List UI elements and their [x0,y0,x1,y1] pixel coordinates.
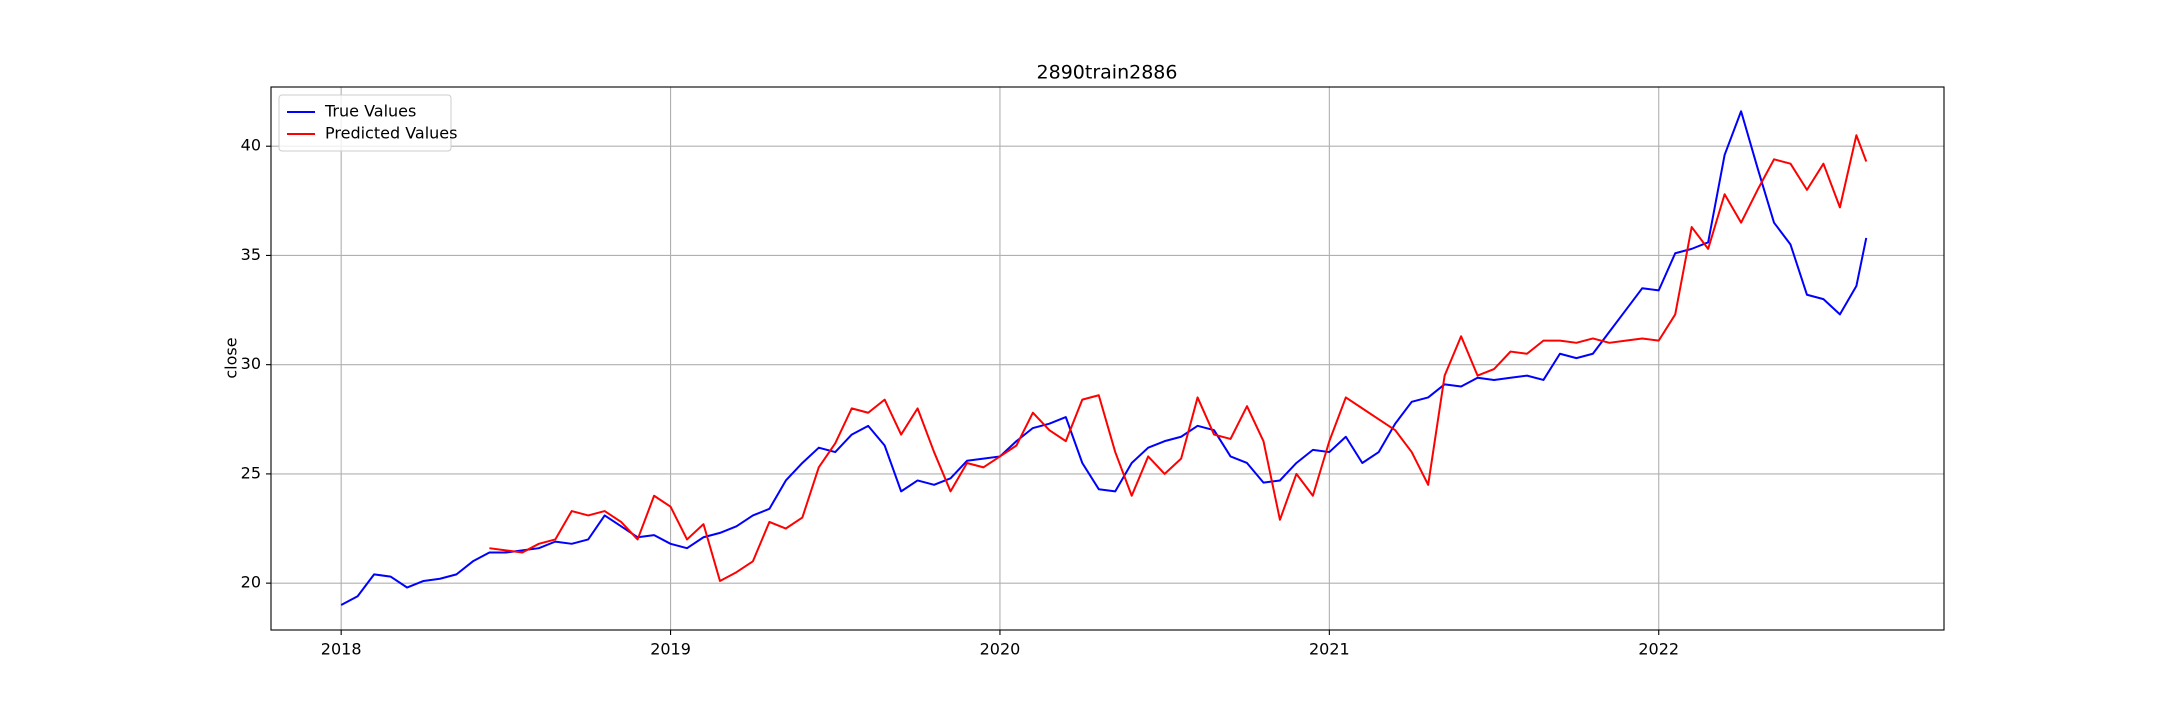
y-tick-label: 30 [241,354,261,373]
chart-title: 2890train2886 [1037,62,1178,84]
y-axis-label: close [222,337,241,378]
legend-label: Predicted Values [325,124,457,143]
y-tick-label: 25 [241,463,261,482]
legend: True Values Predicted Values [278,94,457,152]
legend-label: True Values [324,102,416,121]
series-line [489,134,1868,582]
plot-frame [270,86,1945,631]
y-tick-label: 20 [241,573,261,592]
legend-box [278,94,452,152]
y-tick-label: 35 [241,245,261,264]
x-tick-label: 2022 [1638,640,1679,659]
x-tick-label: 2021 [1309,640,1350,659]
x-tick-label: 2020 [980,640,1021,659]
y-tick-label: 40 [241,136,261,155]
x-tick-label: 2019 [650,640,691,659]
x-tick-label: 2018 [321,640,362,659]
series-line [340,110,1868,606]
